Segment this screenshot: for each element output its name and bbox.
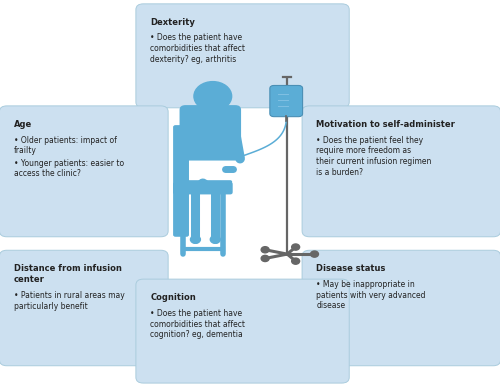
FancyBboxPatch shape [173, 182, 233, 194]
Text: Distance from infusion
center: Distance from infusion center [14, 264, 122, 284]
Text: Disease status: Disease status [316, 264, 386, 273]
Text: Age: Age [14, 120, 32, 129]
Text: Cognition: Cognition [150, 293, 196, 302]
Circle shape [261, 255, 269, 261]
Circle shape [292, 258, 300, 264]
Text: • Does the patient feel they
require more freedom as
their current infusion regi: • Does the patient feel they require mor… [316, 136, 432, 177]
Text: • Does the patient have
comorbidities that affect
dexterity? eg, arthritis: • Does the patient have comorbidities th… [150, 33, 246, 64]
Text: • Younger patients: easier to
access the clinic?: • Younger patients: easier to access the… [14, 159, 124, 178]
Text: Motivation to self-administer: Motivation to self-administer [316, 120, 456, 129]
Circle shape [210, 236, 220, 243]
FancyBboxPatch shape [302, 106, 500, 237]
FancyBboxPatch shape [180, 105, 241, 161]
Text: • Older patients: impact of
frailty: • Older patients: impact of frailty [14, 136, 117, 155]
FancyBboxPatch shape [0, 250, 168, 366]
Text: • Patients in rural areas may
particularly benefit: • Patients in rural areas may particular… [14, 291, 124, 311]
Circle shape [190, 236, 200, 243]
FancyBboxPatch shape [173, 125, 189, 237]
Text: • Does the patient have
comorbidities that affect
cognition? eg, dementia: • Does the patient have comorbidities th… [150, 309, 246, 339]
Circle shape [261, 247, 269, 253]
Text: • May be inappropriate in
patients with very advanced
disease: • May be inappropriate in patients with … [316, 280, 426, 310]
FancyBboxPatch shape [136, 4, 349, 108]
FancyBboxPatch shape [178, 180, 232, 193]
FancyBboxPatch shape [302, 250, 500, 366]
Circle shape [292, 244, 300, 250]
Circle shape [194, 82, 232, 111]
FancyBboxPatch shape [136, 279, 349, 383]
FancyBboxPatch shape [270, 85, 302, 117]
Text: Dexterity: Dexterity [150, 18, 195, 27]
FancyBboxPatch shape [0, 106, 168, 237]
Circle shape [310, 251, 318, 257]
